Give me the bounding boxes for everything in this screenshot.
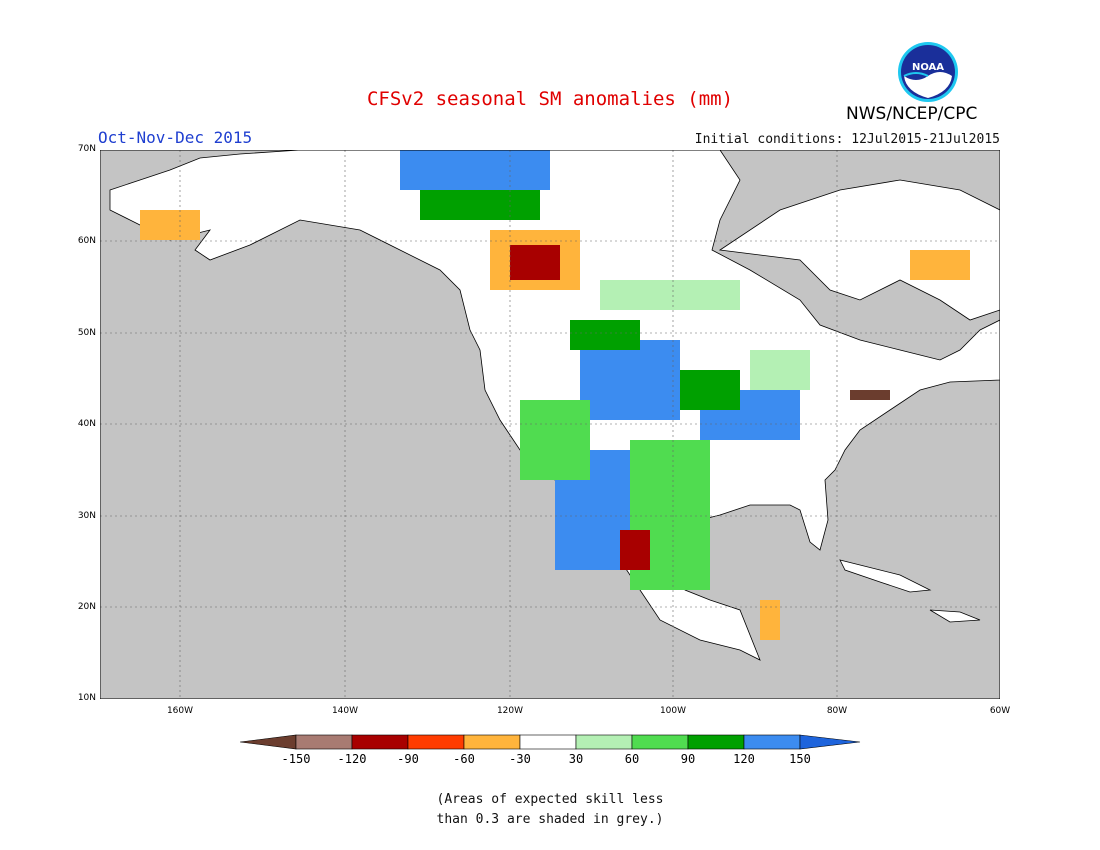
grid-lines <box>100 150 1000 699</box>
lat-label: 60N <box>77 236 96 246</box>
anomaly-cell <box>910 250 970 280</box>
anomaly-cell <box>620 530 650 570</box>
legend-swatch <box>743 734 801 750</box>
anomaly-cell <box>760 600 780 640</box>
lat-label: 30N <box>77 511 96 521</box>
logo-text: NOAA <box>912 62 944 73</box>
lon-label: 140W <box>331 706 359 716</box>
lon-label: 60W <box>989 706 1011 716</box>
map-title: CFSv2 seasonal SM anomalies (mm) <box>366 88 734 110</box>
forecast-period: Oct-Nov-Dec 2015 <box>98 128 253 147</box>
initial-conditions: Initial conditions: 12Jul2015-21Jul2015 <box>694 132 1000 147</box>
agency-label: NWS/NCEP/CPC <box>846 104 978 124</box>
lat-label: 10N <box>77 693 96 703</box>
anomaly-cell <box>140 210 200 240</box>
lon-label: 80W <box>826 706 848 716</box>
anomaly-cell <box>420 190 540 220</box>
legend-tick: 60 <box>624 752 640 766</box>
anomaly-cell <box>680 370 740 410</box>
anomaly-cell <box>570 320 640 350</box>
legend-swatch <box>351 734 409 750</box>
legend-tick: 150 <box>789 752 811 766</box>
anomaly-cell <box>400 150 550 190</box>
legend-swatch <box>631 734 689 750</box>
color-legend <box>240 734 861 750</box>
anomaly-cell <box>600 280 740 310</box>
legend-swatch <box>799 734 861 750</box>
anomaly-cell <box>510 245 560 280</box>
anomaly-map <box>100 150 1000 699</box>
anomaly-cell <box>750 350 810 390</box>
legend-swatch <box>295 734 353 750</box>
legend-tick: -120 <box>337 752 367 766</box>
legend-swatch <box>519 734 577 750</box>
legend-swatch <box>240 734 297 750</box>
legend-tick: 120 <box>733 752 755 766</box>
legend-tick: -150 <box>281 752 311 766</box>
lat-label: 20N <box>77 602 96 612</box>
legend-tick: -30 <box>509 752 531 766</box>
legend-tick: 30 <box>568 752 584 766</box>
anomaly-patches <box>140 150 970 640</box>
legend-swatch <box>463 734 521 750</box>
legend-swatch <box>407 734 465 750</box>
skill-note-line1: (Areas of expected skill less <box>436 792 664 807</box>
legend-swatch <box>575 734 633 750</box>
legend-tick: -60 <box>453 752 475 766</box>
lat-label: 50N <box>77 328 96 338</box>
legend-tick: -90 <box>397 752 419 766</box>
anomaly-cell <box>850 390 890 400</box>
noaa-logo-icon: NOAA <box>898 42 958 102</box>
lat-label: 70N <box>77 144 96 154</box>
anomaly-cell <box>580 340 680 420</box>
legend-tick: 90 <box>680 752 696 766</box>
legend-swatch <box>687 734 745 750</box>
lon-label: 120W <box>496 706 524 716</box>
skill-note-line2: than 0.3 are shaded in grey.) <box>436 812 664 827</box>
lon-label: 160W <box>166 706 194 716</box>
lon-label: 100W <box>659 706 687 716</box>
anomaly-cell <box>520 400 590 480</box>
lat-label: 40N <box>77 419 96 429</box>
